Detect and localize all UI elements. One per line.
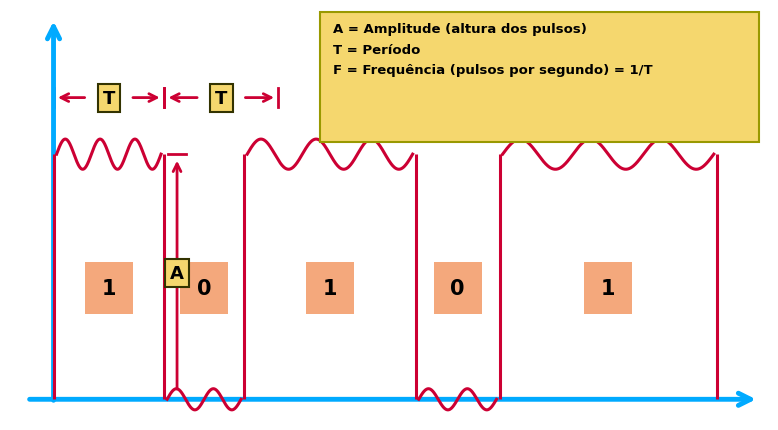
Text: 0: 0 [450,278,465,298]
FancyBboxPatch shape [584,262,633,315]
Text: 1: 1 [102,278,116,298]
Text: A: A [170,264,184,283]
FancyBboxPatch shape [321,13,759,143]
Text: 1: 1 [323,278,337,298]
Text: T: T [103,89,115,108]
FancyBboxPatch shape [85,262,133,315]
FancyBboxPatch shape [306,262,354,315]
Text: 1: 1 [601,278,615,298]
FancyBboxPatch shape [180,262,228,315]
Text: A = Amplitude (altura dos pulsos)
T = Período
F = Frequência (pulsos por segundo: A = Amplitude (altura dos pulsos) T = Pe… [333,23,653,77]
Text: 0: 0 [197,278,212,298]
FancyBboxPatch shape [433,262,482,315]
Text: T: T [215,89,227,108]
